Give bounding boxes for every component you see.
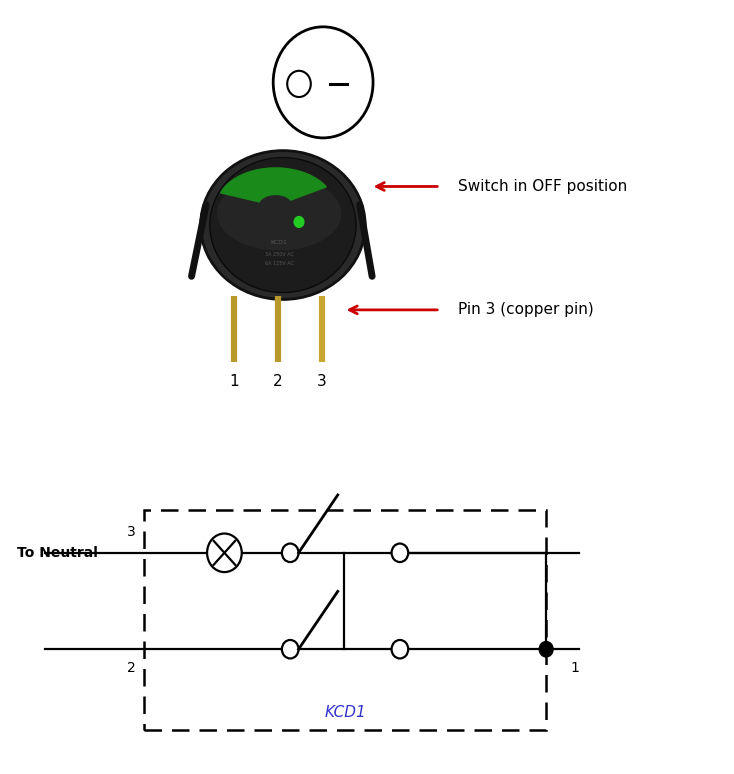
- Text: Pin 3 (copper pin): Pin 3 (copper pin): [459, 303, 594, 317]
- Ellipse shape: [207, 533, 241, 572]
- Text: 1: 1: [229, 374, 239, 389]
- Polygon shape: [221, 168, 326, 193]
- Polygon shape: [221, 168, 326, 202]
- Text: 1: 1: [570, 661, 579, 675]
- Ellipse shape: [282, 640, 299, 659]
- Text: 6A 125V AC: 6A 125V AC: [265, 261, 294, 266]
- Ellipse shape: [200, 151, 366, 300]
- Ellipse shape: [391, 543, 408, 562]
- Text: Switch in OFF position: Switch in OFF position: [459, 179, 628, 194]
- Text: KCD1: KCD1: [271, 239, 288, 245]
- Ellipse shape: [391, 640, 408, 659]
- Ellipse shape: [539, 642, 553, 657]
- Ellipse shape: [294, 217, 304, 228]
- Ellipse shape: [282, 543, 299, 562]
- Text: KCD1: KCD1: [324, 705, 366, 720]
- Text: 2: 2: [273, 374, 283, 389]
- Text: 3A 250V AC: 3A 250V AC: [265, 252, 294, 257]
- Bar: [144, 510, 546, 730]
- Text: 3: 3: [317, 374, 327, 389]
- Text: 2: 2: [127, 661, 136, 675]
- Ellipse shape: [217, 176, 341, 251]
- Ellipse shape: [210, 158, 356, 293]
- Text: To Neutral: To Neutral: [18, 546, 98, 560]
- Text: 3: 3: [127, 525, 136, 539]
